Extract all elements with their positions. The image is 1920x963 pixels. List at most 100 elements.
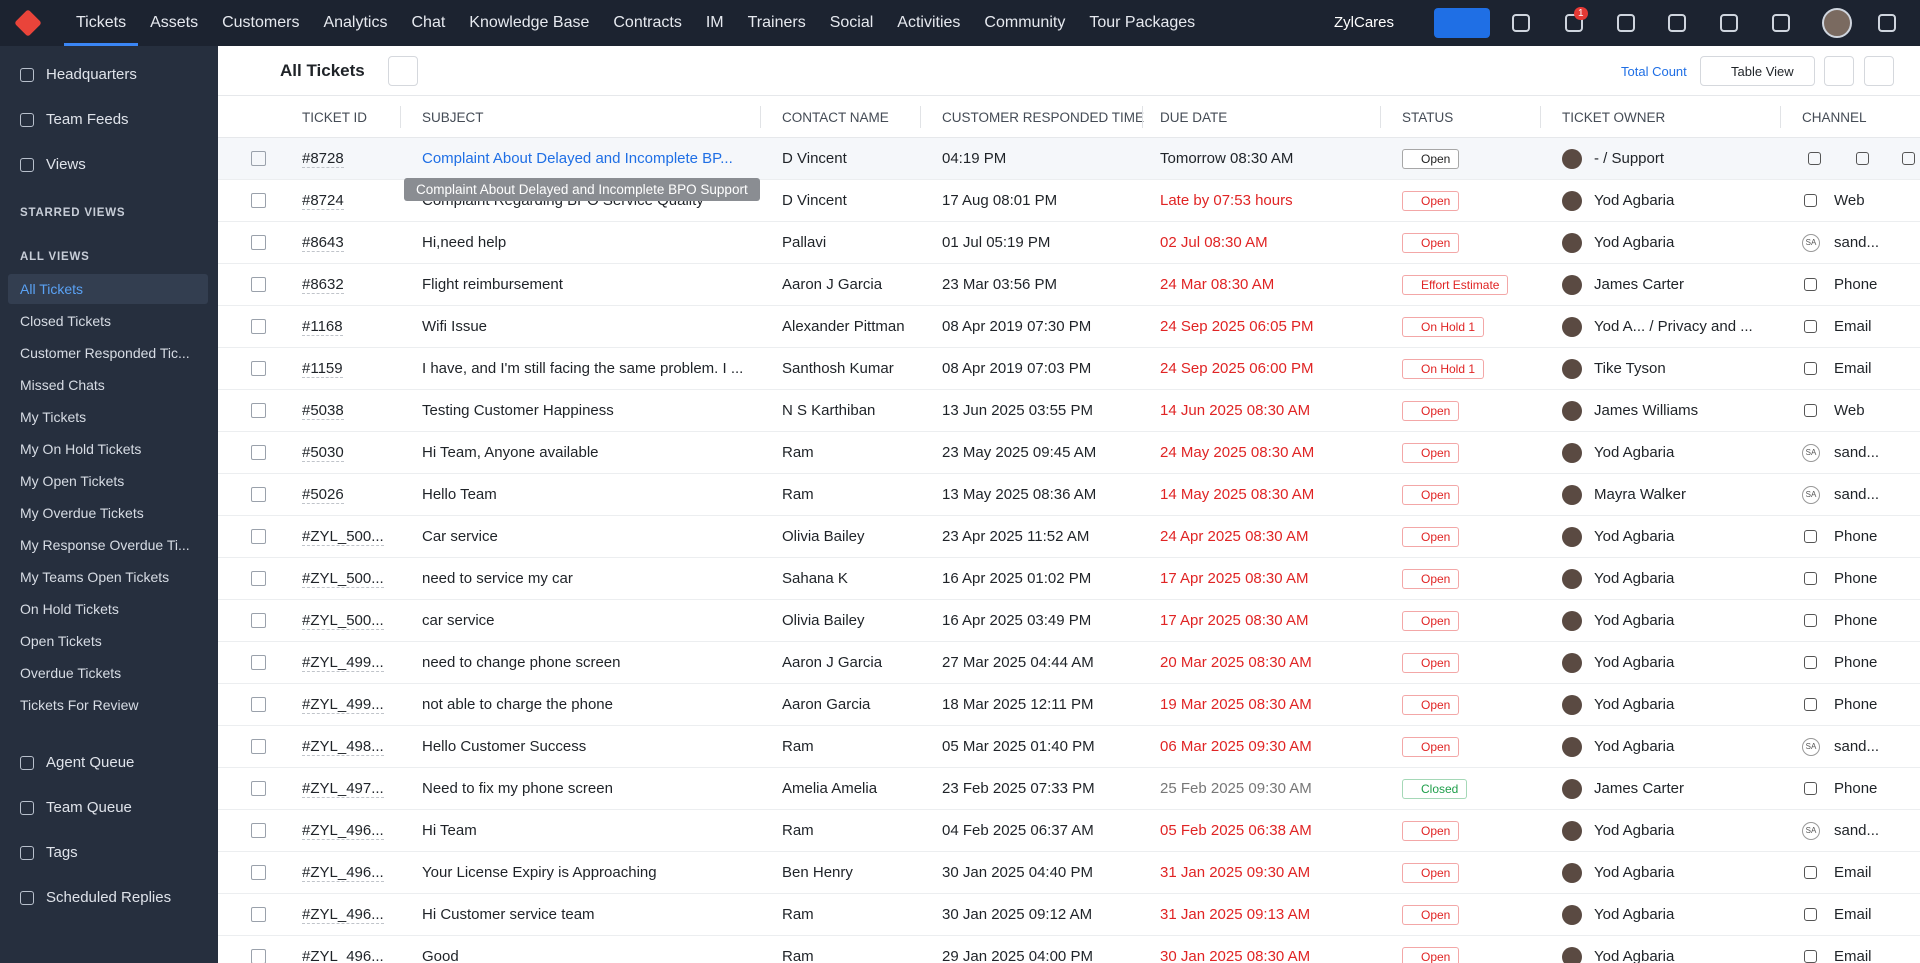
status[interactable]: Open [1402, 233, 1460, 253]
contact-name[interactable]: Ram [782, 822, 814, 839]
new-button[interactable] [1434, 8, 1490, 38]
ticket-row[interactable]: #ZYL_496... Hi Team Ram 04 Feb 2025 06:37 A… [218, 810, 1920, 852]
ticket-row[interactable]: #8632 Flight reimbursement Aaron J Garcia 2… [218, 264, 1920, 306]
view-item[interactable]: Closed Tickets [20, 313, 112, 329]
ticket-owner[interactable]: Yod Agbaria [1594, 528, 1675, 545]
column-header[interactable]: CHANNEL [1802, 110, 1867, 125]
contact-name[interactable]: Sahana K [782, 570, 848, 587]
subject[interactable]: Hi,need help [422, 234, 507, 251]
view-item[interactable]: My Response Overdue Ti... [20, 537, 190, 553]
ticket-id[interactable]: #1159 [302, 360, 343, 378]
status[interactable]: Open [1402, 611, 1460, 631]
contact-name[interactable]: Pallavi [782, 234, 827, 251]
search-icon[interactable] [1512, 14, 1530, 32]
more-button[interactable] [1824, 56, 1854, 86]
column-header[interactable]: TICKET ID [302, 110, 368, 125]
ticket-owner[interactable]: Yod Agbaria [1594, 612, 1675, 629]
row-checkbox[interactable] [251, 361, 266, 376]
contact-name[interactable]: Santhosh Kumar [782, 360, 894, 377]
row-checkbox[interactable] [251, 739, 266, 754]
ticket-id[interactable]: #ZYL_497... [302, 780, 384, 798]
ticket-id[interactable]: #8724 [302, 192, 344, 210]
ticket-row[interactable]: #ZYL_500... car service Olivia Bailey 16 Ap… [218, 600, 1920, 642]
row-action[interactable] [1856, 152, 1869, 165]
ticket-owner[interactable]: Yod A... / Privacy and ... [1594, 318, 1753, 335]
nav-item[interactable]: Tour Packages [1089, 14, 1196, 31]
status[interactable]: Open [1402, 569, 1460, 589]
ticket-id[interactable]: #5030 [302, 444, 344, 462]
subject[interactable]: not able to charge the phone [422, 696, 613, 713]
filter-button[interactable] [388, 56, 418, 86]
row-checkbox[interactable] [251, 403, 266, 418]
subject[interactable]: Testing Customer Happiness [422, 402, 614, 419]
nav-item[interactable]: Community [984, 14, 1066, 31]
status[interactable]: Effort Estimate [1402, 275, 1509, 295]
subject[interactable]: Complaint About Delayed and Incomplete B… [422, 150, 733, 167]
status[interactable]: On Hold 1 [1402, 317, 1485, 337]
column-header[interactable]: SUBJECT [422, 110, 484, 125]
ticket-owner[interactable]: James Carter [1594, 780, 1685, 797]
ticket-row[interactable]: #ZYL_496... Good Ram 29 Jan 2025 04:00 PM 30… [218, 936, 1920, 963]
contact-name[interactable]: Ram [782, 906, 814, 923]
row-checkbox[interactable] [251, 235, 266, 250]
ticket-id[interactable]: #8728 [302, 150, 344, 168]
ticket-owner[interactable]: Yod Agbaria [1594, 738, 1675, 755]
ticket-id[interactable]: #5026 [302, 486, 344, 504]
subject[interactable]: Hello Customer Success [422, 738, 587, 755]
nav-item[interactable]: Contracts [613, 14, 682, 31]
ticket-owner[interactable]: Yod Agbaria [1594, 696, 1675, 713]
ticket-id[interactable]: #ZYL_500... [302, 612, 384, 630]
status[interactable]: Open [1402, 149, 1460, 169]
ticket-row[interactable]: #1168 Wifi Issue Alexander Pittman 08 Apr 2… [218, 306, 1920, 348]
view-item[interactable]: My Tickets [20, 409, 87, 425]
row-checkbox[interactable] [251, 655, 266, 670]
row-checkbox[interactable] [251, 823, 266, 838]
ticket-owner[interactable]: Yod Agbaria [1594, 192, 1675, 209]
row-checkbox[interactable] [251, 781, 266, 796]
contact-name[interactable]: Ram [782, 948, 814, 963]
status[interactable]: Open [1402, 695, 1460, 715]
contact-name[interactable]: Ben Henry [782, 864, 853, 881]
subject[interactable]: need to service my car [422, 570, 573, 587]
row-checkbox[interactable] [251, 949, 266, 963]
ticket-id[interactable]: #8643 [302, 234, 344, 252]
ticket-id[interactable]: #5038 [302, 402, 344, 420]
ticket-owner[interactable]: - / Support [1594, 150, 1665, 167]
starred-views[interactable]: STARRED VIEWS [20, 207, 126, 219]
nav-item[interactable]: IM [705, 14, 724, 31]
nav-item[interactable]: Tickets [64, 0, 139, 46]
ticket-owner[interactable]: James Carter [1594, 276, 1685, 293]
ticket-id[interactable]: #ZYL_498... [302, 738, 384, 756]
logo[interactable] [14, 9, 42, 37]
nav-item[interactable]: Chat [411, 14, 446, 31]
ticket-id[interactable]: #ZYL_496... [302, 906, 384, 924]
info-button[interactable] [1864, 56, 1894, 86]
view-item[interactable]: My Overdue Tickets [20, 505, 144, 521]
sidebar-item[interactable]: Agent Queue [20, 754, 134, 771]
ticket-row[interactable]: #ZYL_497... Need to fix my phone screen Am… [218, 768, 1920, 810]
contact-name[interactable]: Amelia Amelia [782, 780, 878, 797]
subject[interactable]: Your License Expiry is Approaching [422, 864, 657, 881]
row-action[interactable] [1808, 152, 1821, 165]
ticket-id[interactable]: #8632 [302, 276, 344, 294]
status[interactable]: Open [1402, 947, 1460, 963]
subject[interactable]: car service [422, 612, 495, 629]
sidebar-item[interactable]: Team Feeds [20, 111, 129, 128]
status[interactable]: Open [1402, 485, 1460, 505]
nav-item[interactable]: Trainers [747, 14, 806, 31]
games-icon[interactable] [1617, 14, 1635, 32]
subject[interactable]: need to change phone screen [422, 654, 621, 671]
profile-avatar[interactable] [1822, 8, 1852, 38]
row-checkbox[interactable] [251, 487, 266, 502]
ticket-id[interactable]: #ZYL_496... [302, 948, 384, 963]
ticket-id[interactable]: #ZYL_499... [302, 654, 384, 672]
ticket-id[interactable]: #ZYL_496... [302, 864, 384, 882]
nav-item[interactable]: Activities [897, 14, 961, 31]
contact-name[interactable]: Ram [782, 444, 814, 461]
subject[interactable]: Need to fix my phone screen [422, 780, 613, 797]
settings-icon[interactable] [1772, 14, 1790, 32]
row-checkbox[interactable] [251, 571, 266, 586]
ticket-owner[interactable]: James Williams [1594, 402, 1699, 419]
ticket-row[interactable]: #5038 Testing Customer Happiness N S Karth… [218, 390, 1920, 432]
row-action[interactable] [1902, 152, 1915, 165]
